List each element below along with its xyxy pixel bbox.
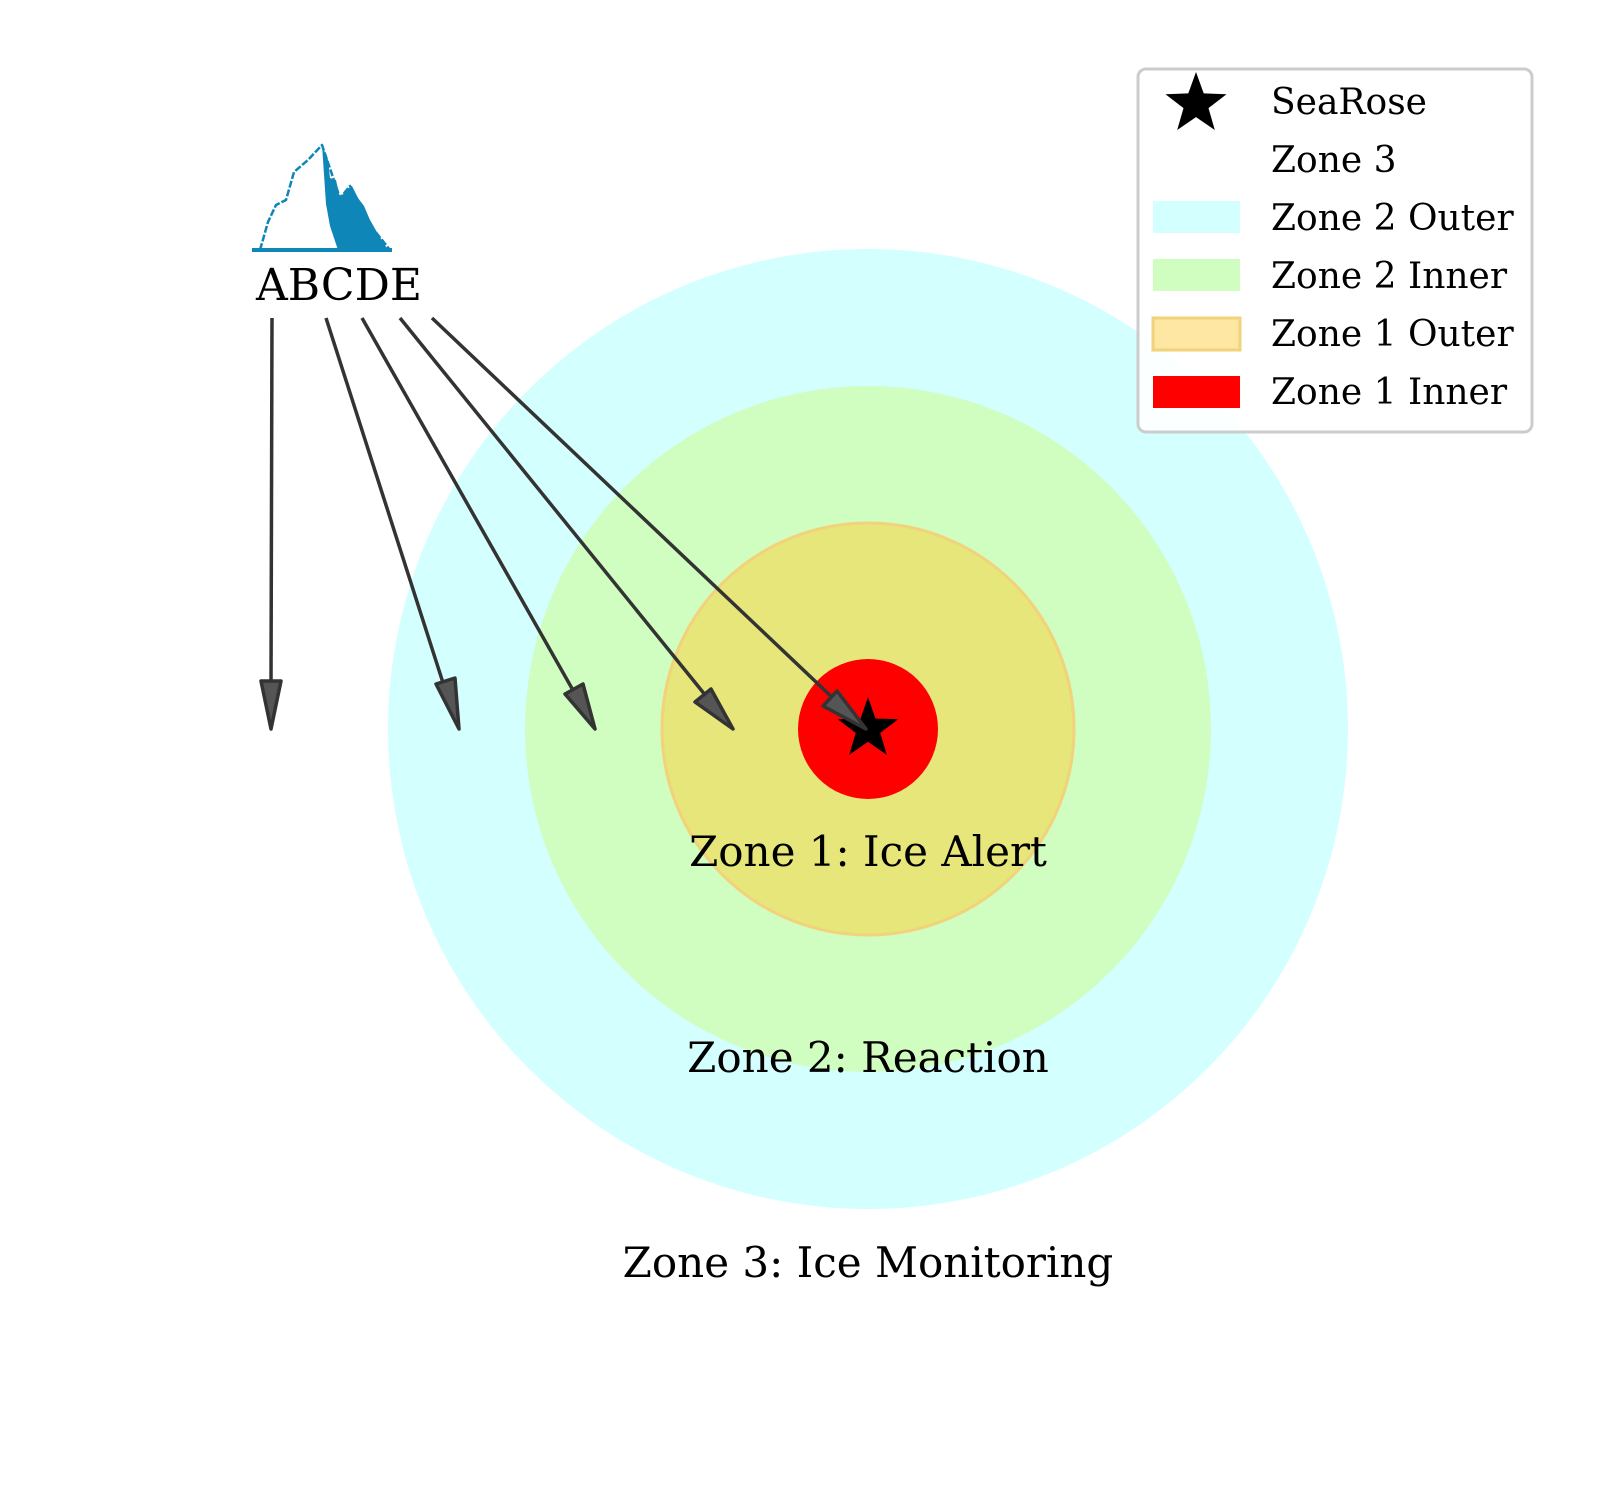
legend: SeaRose Zone 3 Zone 2 Outer Zone 2 Inner… xyxy=(1136,67,1534,434)
legend-swatch-zone1-inner xyxy=(1153,376,1240,408)
zone1-label: Zone 1: Ice Alert xyxy=(689,827,1047,876)
legend-label-searose: SeaRose xyxy=(1271,82,1427,123)
searose-star-icon xyxy=(837,697,899,755)
legend-label-zone2-inner: Zone 2 Inner xyxy=(1271,256,1508,297)
drift-arrow xyxy=(324,317,461,731)
legend-label-zone3: Zone 3 xyxy=(1271,140,1397,181)
iceberg-icon xyxy=(252,143,392,252)
zone2-label: Zone 2: Reaction xyxy=(687,1033,1049,1082)
legend-swatch-zone2-outer xyxy=(1153,201,1240,233)
drift-arrow xyxy=(398,316,735,731)
legend-label-zone1-inner: Zone 1 Inner xyxy=(1271,372,1508,413)
drift-arrow xyxy=(360,317,597,731)
legend-swatch-zone2-inner xyxy=(1153,259,1240,291)
drift-arrow xyxy=(430,316,868,731)
drift-arrow xyxy=(259,317,283,731)
legend-star-icon xyxy=(1165,72,1227,130)
legend-swatch-zone1-outer xyxy=(1151,316,1242,352)
legend-label-zone2-outer: Zone 2 Outer xyxy=(1271,198,1514,239)
zone3-label: Zone 3: Ice Monitoring xyxy=(623,1238,1114,1287)
legend-label-zone1-outer: Zone 1 Outer xyxy=(1271,314,1514,355)
drift-arrows xyxy=(259,316,868,731)
iceberg-label: ABCDE xyxy=(255,260,422,311)
